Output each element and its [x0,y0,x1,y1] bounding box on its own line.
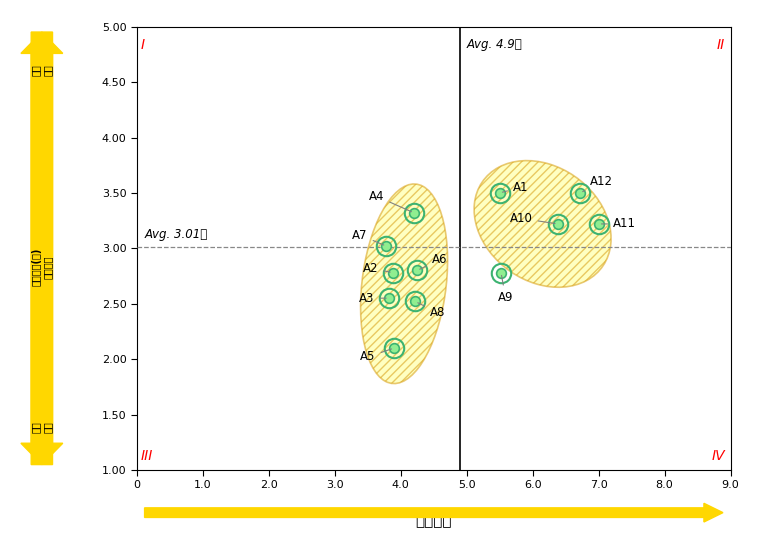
Text: A2: A2 [363,262,390,275]
Text: Avg. 3.01년: Avg. 3.01년 [145,227,209,240]
Text: A7: A7 [352,229,384,245]
Text: Avg. 4.9년: Avg. 4.9년 [466,38,523,51]
Text: A5: A5 [361,349,392,364]
Text: I: I [141,38,145,52]
Text: A10: A10 [510,212,555,225]
Text: 기술격차(년)
격차추세: 기술격차(년) 격차추세 [31,248,53,286]
Text: A4: A4 [369,190,412,211]
Text: A12: A12 [583,175,613,192]
Ellipse shape [474,161,611,287]
Text: 기술
좋음: 기술 좋음 [31,421,53,433]
Text: A6: A6 [420,253,447,269]
Text: III: III [141,449,153,464]
Text: IV: IV [712,449,725,464]
Text: A8: A8 [418,303,445,319]
Text: 비교
우위: 비교 우위 [31,64,53,76]
Text: II: II [717,38,725,52]
Ellipse shape [361,184,447,383]
Text: A1: A1 [502,181,528,194]
Text: 기술격차: 기술격차 [416,513,452,528]
Text: A11: A11 [601,217,636,231]
Text: A9: A9 [498,276,513,303]
Text: A3: A3 [359,292,386,305]
